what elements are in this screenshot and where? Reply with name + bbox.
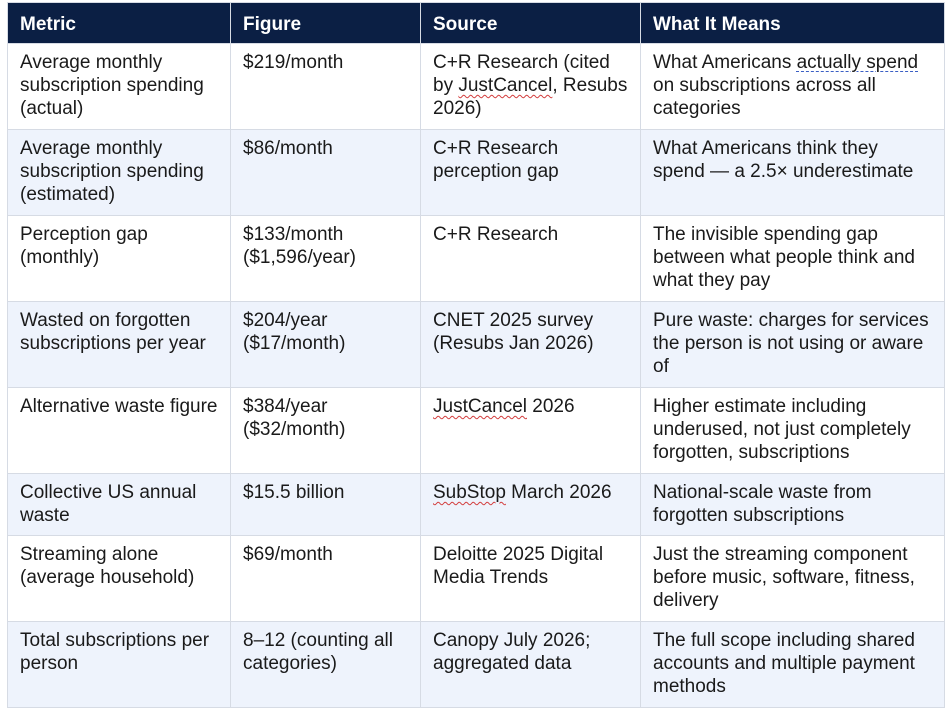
- metric-cell: Average monthly subscription spending (a…: [7, 43, 231, 130]
- table-row: Perception gap (monthly) $133/month ($1,…: [7, 215, 945, 302]
- figure-cell: $133/month ($1,596/year): [230, 215, 421, 302]
- metric-cell: Collective US annual waste: [7, 473, 231, 536]
- source-text: , Resubs 2026): [433, 75, 628, 119]
- metric-cell: Average monthly subscription spending (e…: [7, 129, 231, 216]
- header-figure: Figure: [230, 2, 421, 44]
- figure-cell: 8–12 (counting all categories): [230, 621, 421, 708]
- spellcheck-word: SubStop: [433, 482, 506, 503]
- source-cell: C+R Research (cited by JustCancel, Resub…: [420, 43, 641, 130]
- table-row: Collective US annual waste $15.5 billion…: [7, 473, 945, 536]
- meaning-cell: Higher estimate including underused, not…: [640, 387, 945, 474]
- table-row: Streaming alone (average household) $69/…: [7, 535, 945, 622]
- meaning-text: What Americans: [653, 52, 797, 73]
- source-cell: C+R Research: [420, 215, 641, 302]
- metric-cell: Streaming alone (average household): [7, 535, 231, 622]
- table-row: Alternative waste figure $384/year ($32/…: [7, 387, 945, 474]
- subscription-metrics-table: Metric Figure Source What It Means Avera…: [7, 2, 945, 708]
- figure-cell: $86/month: [230, 129, 421, 216]
- meaning-text: on subscriptions across all categories: [653, 75, 876, 119]
- figure-cell: $204/year ($17/month): [230, 301, 421, 388]
- figure-cell: $15.5 billion: [230, 473, 421, 536]
- source-text: C+R Research (cited by: [433, 52, 610, 96]
- figure-cell: $219/month: [230, 43, 421, 130]
- source-cell: C+R Research perception gap: [420, 129, 641, 216]
- source-cell: Canopy July 2026; aggregated data: [420, 621, 641, 708]
- source-text: March 2026: [505, 482, 612, 503]
- figure-cell: $384/year ($32/month): [230, 387, 421, 474]
- source-cell: Deloitte 2025 Digital Media Trends: [420, 535, 641, 622]
- header-meaning: What It Means: [640, 2, 945, 44]
- spellcheck-word: JustCancel: [433, 396, 527, 417]
- table-row: Total subscriptions per person 8–12 (cou…: [7, 621, 945, 708]
- meaning-cell: National-scale waste from forgotten subs…: [640, 473, 945, 536]
- meaning-cell: Pure waste: charges for services the per…: [640, 301, 945, 388]
- metric-cell: Total subscriptions per person: [7, 621, 231, 708]
- source-cell: CNET 2025 survey (Resubs Jan 2026): [420, 301, 641, 388]
- metric-cell: Perception gap (monthly): [7, 215, 231, 302]
- meaning-cell: What Americans actually spend on subscri…: [640, 43, 945, 130]
- table-row: Average monthly subscription spending (e…: [7, 129, 945, 216]
- meaning-cell: The invisible spending gap between what …: [640, 215, 945, 302]
- meaning-cell: Just the streaming component before musi…: [640, 535, 945, 622]
- meaning-cell: What Americans think they spend — a 2.5×…: [640, 129, 945, 216]
- figure-cell: $69/month: [230, 535, 421, 622]
- table-row: Wasted on forgotten subscriptions per ye…: [7, 301, 945, 388]
- source-cell: SubStop March 2026: [420, 473, 641, 536]
- source-text: 2026: [527, 396, 575, 417]
- metric-cell: Wasted on forgotten subscriptions per ye…: [7, 301, 231, 388]
- metric-cell: Alternative waste figure: [7, 387, 231, 474]
- table-header-row: Metric Figure Source What It Means: [7, 2, 945, 44]
- spellcheck-word: JustCancel: [458, 75, 553, 96]
- grammar-flag-words: actually spend: [796, 52, 919, 73]
- header-metric: Metric: [7, 2, 231, 44]
- header-source: Source: [420, 2, 641, 44]
- source-cell: JustCancel 2026: [420, 387, 641, 474]
- meaning-cell: The full scope including shared accounts…: [640, 621, 945, 708]
- table-row: Average monthly subscription spending (a…: [7, 43, 945, 130]
